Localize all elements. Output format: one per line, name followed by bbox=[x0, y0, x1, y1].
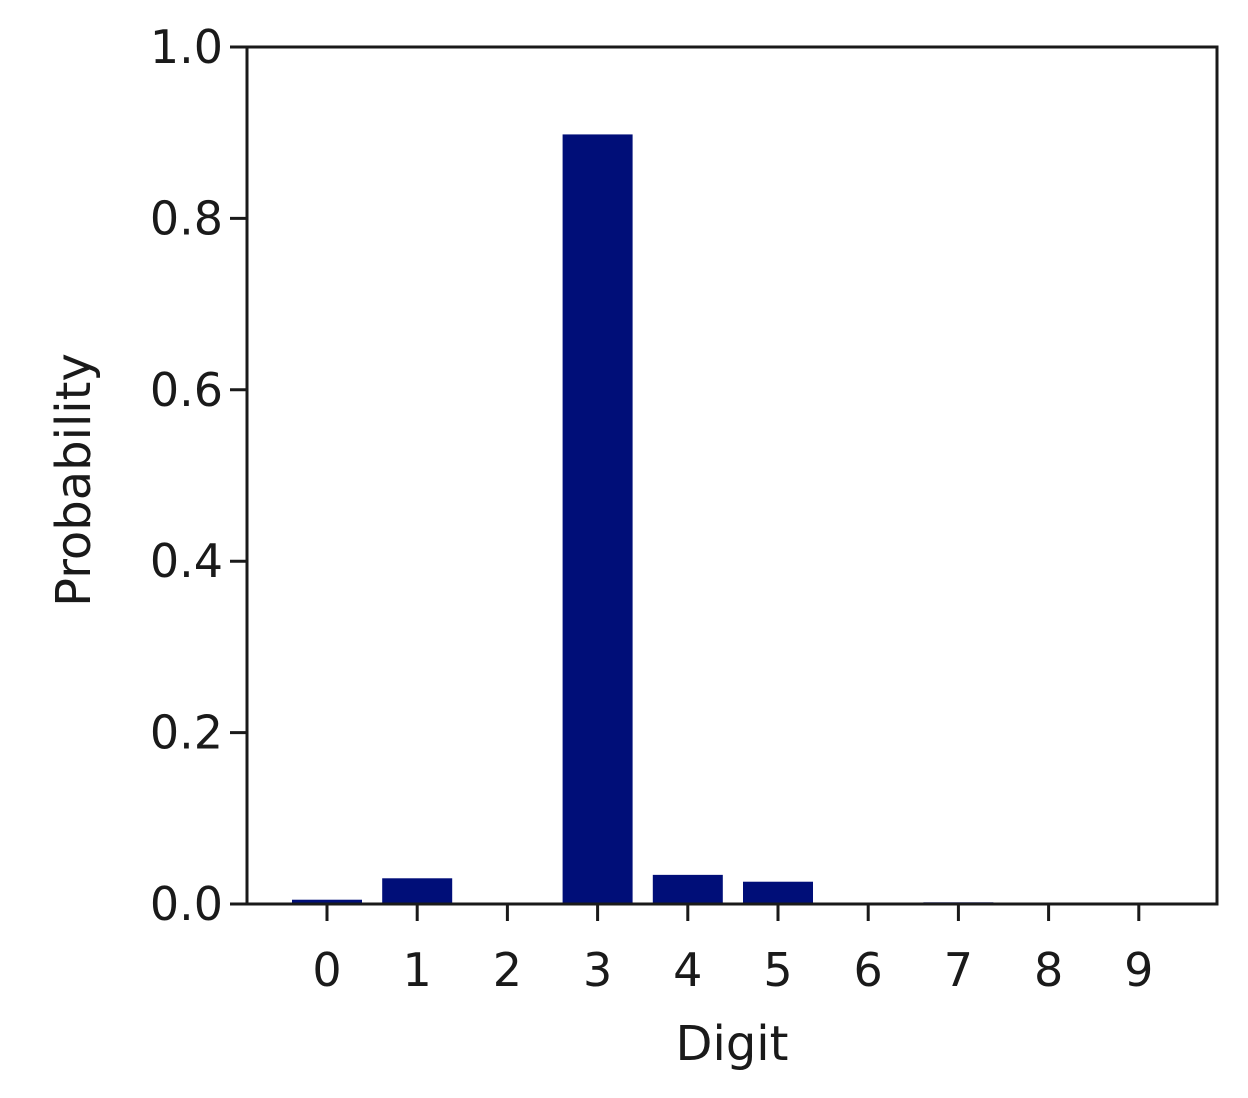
bar-3 bbox=[562, 134, 633, 904]
y-tick-label: 0.8 bbox=[150, 191, 223, 245]
x-tick-label: 3 bbox=[583, 943, 612, 997]
bars-group bbox=[292, 134, 994, 904]
bar-0 bbox=[292, 899, 362, 904]
x-tick-label: 4 bbox=[673, 943, 702, 997]
bar-5 bbox=[743, 881, 813, 904]
y-tick-label: 0.2 bbox=[150, 706, 223, 760]
x-axis-label: Digit bbox=[676, 1016, 789, 1072]
x-tick-label: 1 bbox=[403, 943, 432, 997]
y-axis-label: Probability bbox=[46, 353, 102, 607]
plot-frame bbox=[245, 45, 1219, 906]
x-tick-label: 0 bbox=[312, 943, 341, 997]
bar-4 bbox=[652, 874, 723, 904]
y-tick-label: 0.6 bbox=[150, 363, 223, 417]
x-tick-label: 7 bbox=[944, 943, 973, 997]
x-tick-label: 6 bbox=[854, 943, 883, 997]
y-axis: 0.0 0.2 0.4 0.6 0.8 1.0 bbox=[150, 20, 247, 931]
x-tick-label: 2 bbox=[493, 943, 522, 997]
x-tick-label: 8 bbox=[1034, 943, 1063, 997]
bar-1 bbox=[382, 878, 453, 904]
y-tick-label: 1.0 bbox=[150, 20, 223, 74]
x-axis: 0 1 2 3 4 5 6 7 8 9 bbox=[312, 904, 1153, 997]
x-tick-label: 5 bbox=[763, 943, 792, 997]
y-tick-label: 0.0 bbox=[150, 877, 223, 931]
x-tick-label: 9 bbox=[1124, 943, 1153, 997]
y-tick-label: 0.4 bbox=[150, 534, 223, 588]
